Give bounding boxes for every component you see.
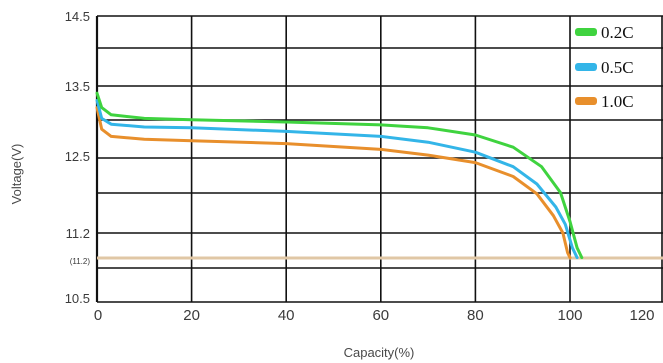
x-tick-label: 120 [629, 307, 654, 324]
y-tick-label: 13.5 [65, 79, 90, 94]
x-axis-label: Capacity(%) [344, 345, 415, 360]
legend-label-0-2C: 0.2C [601, 23, 634, 42]
y-tick-label: 12.5 [65, 149, 90, 164]
x-tick-label: 0 [94, 307, 102, 324]
legend-label-1-0C: 1.0C [601, 92, 634, 111]
legend-swatch-0-5C [575, 63, 597, 71]
y-tick-labels: 14.5 13.5 12.5 11.2 (11.2) 10.5 [65, 9, 91, 306]
y-axis-label: Voltage(V) [9, 144, 24, 205]
legend-label-0-5C: 0.5C [601, 58, 634, 77]
x-tick-labels: 0 20 40 60 80 100 120 [94, 307, 655, 324]
legend: 0.2C 0.5C 1.0C [575, 23, 634, 111]
x-tick-label: 60 [372, 307, 389, 324]
legend-swatch-1-0C [575, 97, 597, 105]
series-line-0-2C [95, 91, 584, 260]
series-line-1-0C [95, 106, 572, 260]
y-tick-label: 14.5 [65, 9, 90, 24]
x-tick-label: 20 [183, 307, 200, 324]
x-tick-label: 100 [557, 307, 582, 324]
grid-lines [95, 15, 663, 303]
y-tick-label: (11.2) [70, 257, 91, 266]
y-tick-label: 11.2 [66, 226, 90, 241]
x-tick-label: 80 [467, 307, 484, 324]
x-tick-label: 40 [278, 307, 295, 324]
legend-swatch-0-2C [575, 28, 597, 36]
y-tick-label: 10.5 [65, 291, 90, 306]
series-line-0-5C [95, 98, 579, 260]
series-lines [95, 91, 584, 260]
